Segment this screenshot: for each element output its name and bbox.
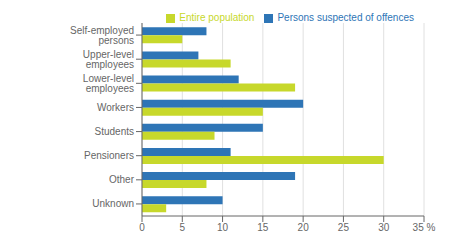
svg-text:Self-employedpersons: Self-employedpersons: [70, 25, 134, 46]
svg-text:Workers: Workers: [97, 102, 134, 113]
svg-text:Upper-levelemployees: Upper-levelemployees: [83, 49, 134, 70]
svg-text:10: 10: [217, 222, 229, 233]
svg-text:15: 15: [257, 222, 269, 233]
svg-text:0: 0: [139, 222, 145, 233]
svg-text:Other: Other: [109, 174, 135, 185]
svg-text:20: 20: [298, 222, 310, 233]
html-text:Persons suspected of offences: Persons suspected of offences: [277, 12, 414, 23]
svg-text:5: 5: [180, 222, 186, 233]
svg-text:35 %: 35 %: [413, 222, 436, 233]
svg-text:Unknown: Unknown: [92, 198, 134, 209]
svg-text:Students: Students: [95, 126, 134, 137]
svg-text:Lower-levelemployees: Lower-levelemployees: [83, 73, 134, 94]
svg-text:Pensioners: Pensioners: [84, 150, 134, 161]
svg-text:30: 30: [378, 222, 390, 233]
svg-text:25: 25: [338, 222, 350, 233]
html-text:Entire population: Entire population: [179, 12, 255, 23]
